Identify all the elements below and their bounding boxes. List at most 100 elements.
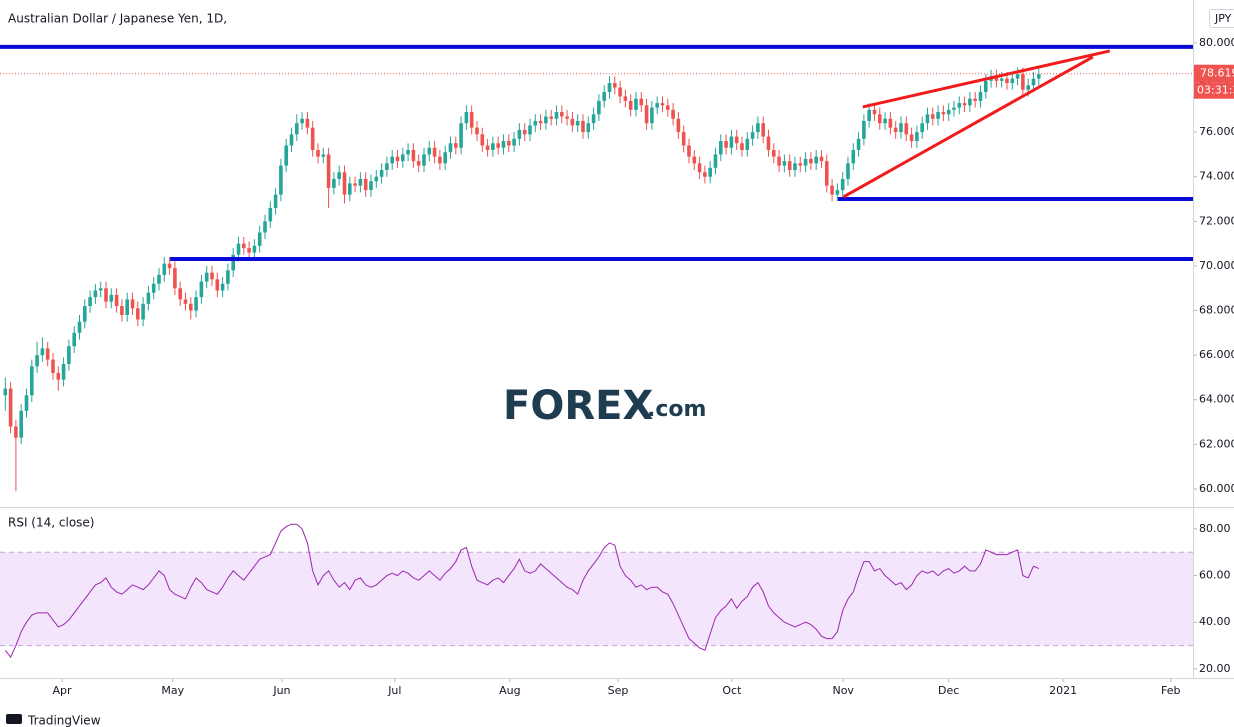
candle-body <box>904 123 909 135</box>
candle-body <box>247 248 251 253</box>
candle-body <box>877 114 882 124</box>
candle-body <box>162 263 167 275</box>
candle-body <box>379 170 384 177</box>
candle-body <box>618 87 622 97</box>
candle-body <box>226 270 230 284</box>
candle-body <box>581 120 585 133</box>
candle-body <box>342 172 347 195</box>
candle-body <box>1031 78 1036 86</box>
candle-body <box>257 232 262 246</box>
candle-body <box>395 156 400 162</box>
candle-body <box>273 194 278 208</box>
candle-body <box>1015 74 1020 79</box>
candle-body <box>999 78 1004 81</box>
candle-body <box>305 118 310 128</box>
y-tick-label: 60.000 <box>1199 482 1234 495</box>
candle-body <box>438 156 442 164</box>
candle-body <box>771 149 776 157</box>
y-tick-label: 74.000 <box>1199 170 1234 183</box>
candle-body <box>1010 78 1015 84</box>
candle-body <box>427 147 432 155</box>
candle-body <box>846 163 850 179</box>
candle-body <box>263 221 267 233</box>
candle-body <box>607 83 612 92</box>
candle-body <box>554 112 559 119</box>
candle-body <box>756 123 760 133</box>
candle-body <box>883 118 887 124</box>
candle-body <box>98 288 103 291</box>
candle-body <box>517 129 522 139</box>
candle-body <box>459 123 463 148</box>
last-price-box <box>1194 64 1234 83</box>
watermark: FOREX .com <box>503 383 706 429</box>
candle-body <box>480 134 485 146</box>
candle-body <box>1021 74 1025 90</box>
candle-body <box>899 123 903 133</box>
candle-body <box>761 123 765 137</box>
candle-body <box>491 143 495 150</box>
candle-body <box>109 294 114 302</box>
candle-body <box>639 98 644 106</box>
candle-body <box>321 154 326 157</box>
candle-body <box>167 263 172 269</box>
candle-body <box>347 183 352 195</box>
candle-body <box>215 279 220 291</box>
candle-body <box>130 299 135 309</box>
y-tick-label: 20.00 <box>1199 662 1231 675</box>
currency-label[interactable]: JPY <box>1214 12 1232 25</box>
candle-body <box>782 161 787 166</box>
candle-body <box>915 132 919 142</box>
candle-body <box>61 364 66 380</box>
candle-body <box>199 281 204 298</box>
candle-body <box>978 91 983 101</box>
candle-body <box>597 100 601 115</box>
candle-body <box>803 158 808 166</box>
candle-body <box>740 143 744 150</box>
x-tick-label: Apr <box>52 684 72 697</box>
candle-body <box>369 181 373 191</box>
candle-body <box>135 308 140 320</box>
candle-body <box>835 190 840 195</box>
plot-layer: 60.000 62.000 64.000 66.000 68.000 70.000 72.0… <box>0 36 1234 697</box>
chart-title: Australian Dollar / Japanese Yen, 1D, <box>8 12 227 26</box>
candle-body <box>862 120 866 139</box>
candle-body <box>1026 85 1030 90</box>
rsi-title: RSI (14, close) <box>8 516 94 530</box>
rsi-line <box>4 523 1040 659</box>
candle-body <box>941 112 946 115</box>
y-tick-label: 68.000 <box>1199 304 1234 317</box>
trendline <box>862 49 1111 109</box>
candle-body <box>88 297 92 307</box>
candle-body <box>19 410 23 438</box>
candle-body <box>920 123 924 133</box>
currency-box[interactable] <box>1209 9 1234 28</box>
candle-body <box>104 288 108 302</box>
candle-body <box>183 299 188 304</box>
candle-body <box>718 141 723 155</box>
candle-body <box>35 355 39 367</box>
candle-body <box>586 123 591 133</box>
candle-body <box>692 156 697 164</box>
candle-body <box>798 163 803 166</box>
candle-body <box>936 112 940 119</box>
candle-body <box>469 112 474 128</box>
candle-body <box>453 143 458 148</box>
candle-body <box>787 161 792 171</box>
candle-body <box>475 127 479 135</box>
candle-body <box>385 163 389 171</box>
candle-body <box>496 143 500 148</box>
candle-body <box>353 183 357 186</box>
candle-body <box>528 125 532 135</box>
y-tick-label: 62.000 <box>1199 437 1234 450</box>
y-tick-label: 70.000 <box>1199 259 1234 272</box>
candle-body <box>713 154 718 168</box>
candle-body <box>464 112 469 124</box>
trendline <box>842 55 1094 199</box>
x-tick-label: Aug <box>499 684 520 697</box>
candle-body <box>612 83 617 88</box>
candle-body <box>729 136 734 148</box>
candle-body <box>210 272 214 280</box>
x-tick-label: May <box>161 684 184 697</box>
